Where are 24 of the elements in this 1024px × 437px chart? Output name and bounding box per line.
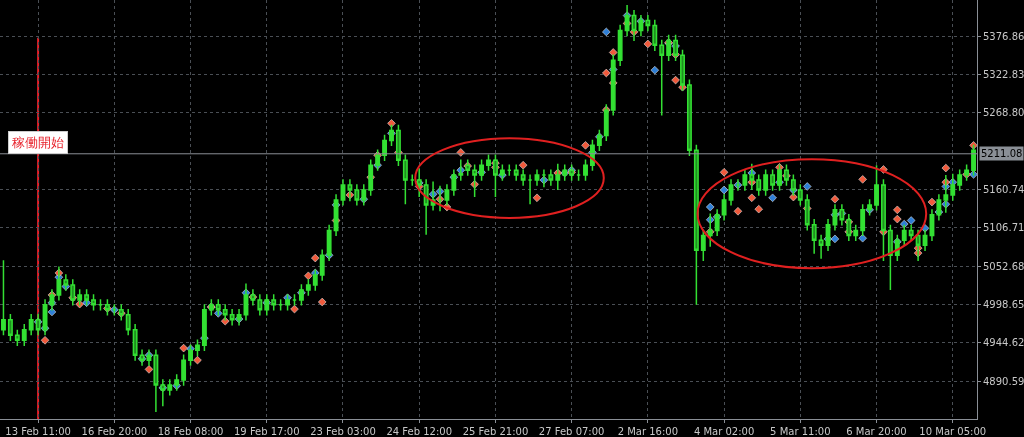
x-tick-label: 4 Mar 02:00: [693, 426, 755, 437]
x-tick-label: 6 Mar 20:00: [846, 426, 907, 437]
x-tick-label: 10 Mar 05:00: [919, 426, 987, 437]
x-tick-label: 19 Feb 17:00: [233, 426, 300, 437]
x-tick-label: 2 Mar 16:00: [617, 426, 679, 437]
x-tick-label: 25 Feb 21:00: [462, 426, 529, 437]
y-tick-label: 5106.71: [983, 222, 1024, 234]
ref-line-label: 稼働開始: [12, 135, 64, 150]
y-tick-label: 5322.83: [983, 69, 1024, 81]
y-tick-label: 4998.65: [983, 298, 1024, 310]
x-tick-label: 18 Feb 08:00: [157, 426, 224, 437]
y-tick-label: 5376.86: [983, 30, 1024, 42]
y-tick-label: 5160.74: [983, 183, 1024, 195]
x-tick-label: 24 Feb 12:00: [386, 426, 453, 437]
y-tick-label: 4890.59: [983, 375, 1024, 387]
y-tick-label: 5268.80: [983, 107, 1024, 119]
y-tick-label: 4944.62: [983, 337, 1024, 349]
x-tick-label: 13 Feb 11:00: [5, 426, 71, 437]
x-tick-label: 16 Feb 20:00: [81, 426, 148, 437]
x-tick-label: 23 Feb 03:00: [310, 426, 376, 437]
y-tick-label: 5052.68: [983, 260, 1024, 272]
x-tick-label: 27 Feb 07:00: [538, 426, 605, 437]
ref-line-label: 5211.08: [981, 148, 1023, 159]
x-tick-label: 5 Mar 11:00: [770, 426, 831, 437]
